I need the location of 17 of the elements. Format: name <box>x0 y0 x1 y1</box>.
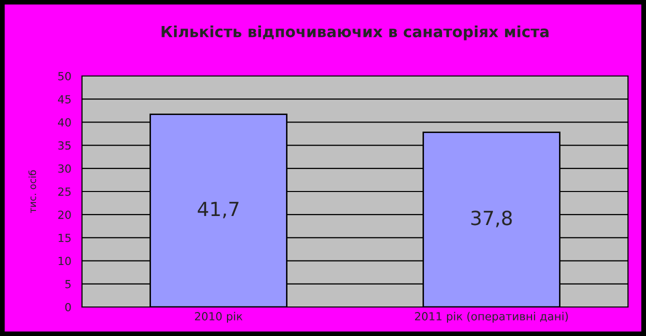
y-tick-label: 5 <box>65 280 71 288</box>
x-tick-label: 2010 рік <box>194 312 242 323</box>
y-tick-label: 20 <box>58 210 71 219</box>
data-label: 37,8 <box>471 210 512 228</box>
y-tick-label: 25 <box>58 187 71 196</box>
y-tick-label: 10 <box>58 256 71 266</box>
y-tick-label: 30 <box>58 164 71 173</box>
y-tick-label: 50 <box>58 72 71 80</box>
y-tick-label: 35 <box>58 141 71 150</box>
y-tick-label: 0 <box>65 302 71 312</box>
chart-title: Кількість відпочиваючих в санаторіях міста <box>162 26 549 40</box>
y-tick-label: 15 <box>58 234 71 242</box>
y-tick-label: 40 <box>58 118 71 127</box>
y-tick-label: 45 <box>58 95 71 104</box>
x-tick-label: 2011 рік (оперативні дані) <box>415 312 568 323</box>
data-label: 41,7 <box>198 202 238 218</box>
y-axis-title: тис. осіб <box>28 170 36 213</box>
